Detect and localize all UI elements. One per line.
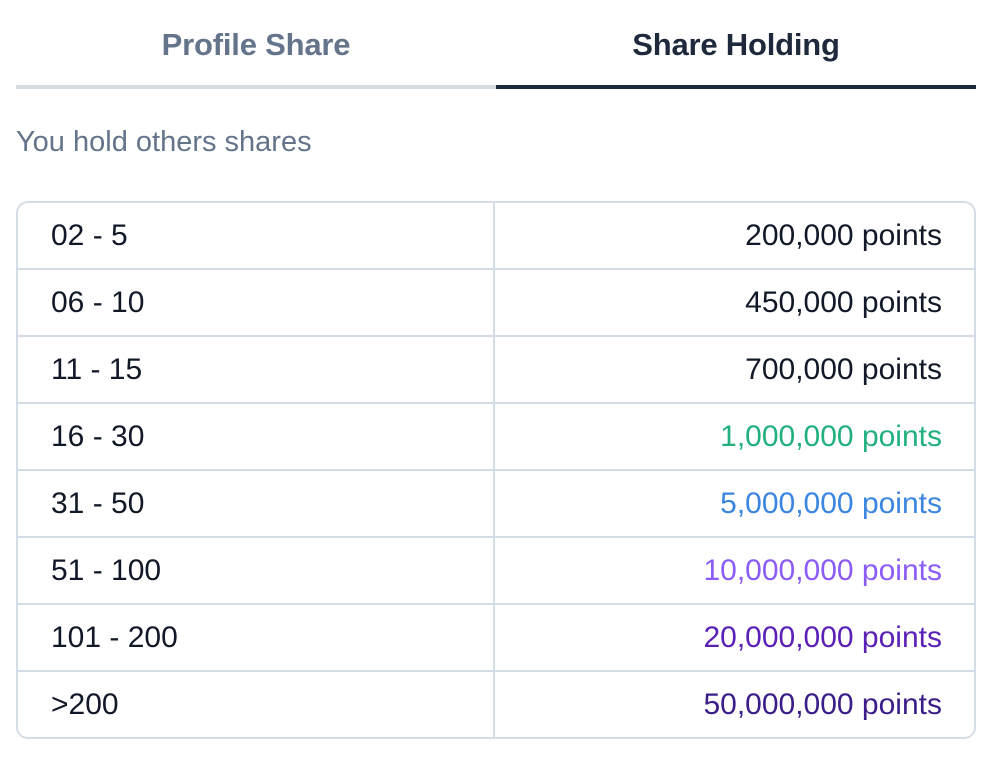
points-cell: 450,000 points	[745, 285, 942, 319]
table-row: 16 - 30 1,000,000 points	[18, 404, 974, 471]
table-row: >200 50,000,000 points	[18, 672, 974, 737]
range-cell: 02 - 5	[18, 203, 495, 268]
range-cell: 101 - 200	[18, 605, 495, 670]
range-cell: >200	[18, 672, 495, 737]
section-subtitle: You hold others shares	[16, 126, 312, 158]
range-cell: 11 - 15	[18, 337, 495, 402]
range-cell: 16 - 30	[18, 404, 495, 469]
points-cell: 1,000,000 points	[720, 419, 942, 453]
tab-share-holding-underline	[496, 85, 976, 89]
range-cell: 31 - 50	[18, 471, 495, 536]
range-cell: 51 - 100	[18, 538, 495, 603]
tab-profile-share[interactable]: Profile Share	[16, 0, 496, 89]
table-row: 02 - 5 200,000 points	[18, 203, 974, 270]
share-holding-table: 02 - 5 200,000 points 06 - 10 450,000 po…	[16, 201, 976, 739]
table-row: 11 - 15 700,000 points	[18, 337, 974, 404]
points-cell: 700,000 points	[745, 352, 942, 386]
range-cell: 06 - 10	[18, 270, 495, 335]
points-cell: 5,000,000 points	[720, 486, 942, 520]
table-row: 51 - 100 10,000,000 points	[18, 538, 974, 605]
tab-bar: Profile Share Share Holding	[16, 0, 976, 89]
points-cell: 200,000 points	[745, 218, 942, 252]
tab-profile-share-underline	[16, 85, 496, 89]
table-row: 101 - 200 20,000,000 points	[18, 605, 974, 672]
tab-profile-share-label: Profile Share	[161, 27, 351, 62]
points-cell: 10,000,000 points	[703, 553, 942, 587]
points-cell: 50,000,000 points	[703, 687, 942, 721]
points-cell: 20,000,000 points	[703, 620, 942, 654]
tab-share-holding-label: Share Holding	[632, 27, 840, 62]
tab-share-holding[interactable]: Share Holding	[496, 0, 976, 89]
table-row: 31 - 50 5,000,000 points	[18, 471, 974, 538]
table-row: 06 - 10 450,000 points	[18, 270, 974, 337]
